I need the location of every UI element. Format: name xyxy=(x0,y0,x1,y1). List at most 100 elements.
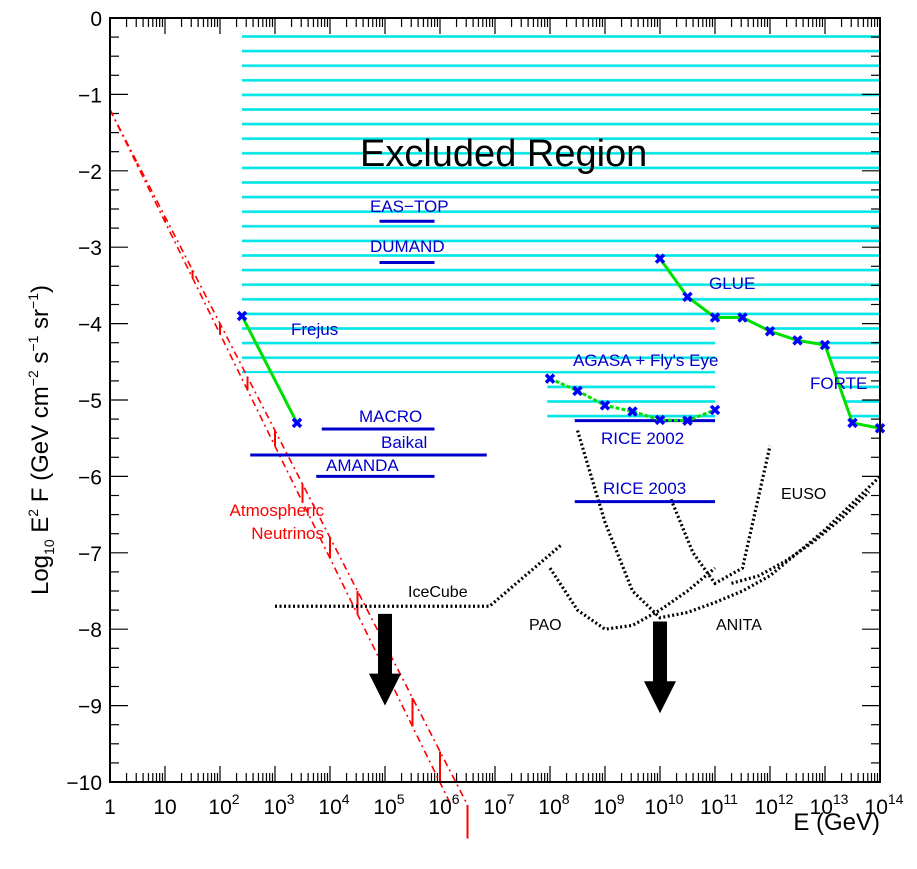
x-tick-base: 10 xyxy=(700,796,723,819)
y-tick-label: −9 xyxy=(78,696,102,719)
label-pao: PAO xyxy=(529,617,562,634)
x-tick-base: 10 xyxy=(755,796,778,819)
sensitivity-euso-steep xyxy=(669,445,772,586)
x-tick-base: 10 xyxy=(428,796,451,819)
x-tick-label: 102 xyxy=(208,791,239,819)
x-tick-label: 105 xyxy=(373,791,404,819)
label-agasa: AGASA + Fly's Eye xyxy=(573,351,718,370)
label-icecube: IceCube xyxy=(408,584,468,601)
y-tick-label: −5 xyxy=(78,390,102,413)
excluded-region xyxy=(242,29,880,429)
y-axis-label: Log10 E2 F (GeV cm−2 s−1 sr−1) xyxy=(25,285,57,595)
y-tick-label: −10 xyxy=(66,772,102,795)
series-point-agasa-fly-s-eye xyxy=(572,385,583,397)
x-tick-exponent: 3 xyxy=(287,791,295,807)
x-tick-label: 1010 xyxy=(645,791,684,819)
series-point-agasa-fly-s-eye xyxy=(544,373,556,384)
x-tick-label: 1 xyxy=(104,796,116,819)
sensitivity-pao xyxy=(548,566,717,631)
sensitivity-arrow xyxy=(369,613,401,706)
x-tick-exponent: 5 xyxy=(397,791,405,807)
x-tick-label: 1013 xyxy=(810,791,849,819)
x-tick-base: 10 xyxy=(373,796,396,819)
series-point-glue xyxy=(847,417,858,429)
series-point-agasa-fly-s-eye xyxy=(654,414,666,426)
x-tick-label: 108 xyxy=(538,791,569,819)
upper-limits xyxy=(250,219,715,504)
y-tick-label: 0 xyxy=(90,8,102,31)
x-tick-label: 1011 xyxy=(700,791,738,819)
x-tick-base: 10 xyxy=(318,796,341,819)
sensitivity-arrow xyxy=(644,621,676,714)
x-tick-exponent: 2 xyxy=(232,791,240,807)
sensitivity-arrows xyxy=(369,613,676,714)
series-point-agasa-fly-s-eye xyxy=(599,400,611,411)
series-point-glue xyxy=(654,253,666,264)
x-tick-label: 1012 xyxy=(755,791,794,819)
sensitivity-anita xyxy=(575,430,882,620)
x-tick-label: 103 xyxy=(263,791,294,819)
series-point-glue xyxy=(737,312,748,323)
x-tick-label: 109 xyxy=(593,791,624,819)
label-atmospheric-line1: Atmospheric xyxy=(230,501,325,520)
label-frejus: Frejus xyxy=(291,320,338,339)
x-tick-exponent: 8 xyxy=(562,791,570,807)
x-tick-label: 106 xyxy=(428,791,459,819)
x-tick-exponent: 9 xyxy=(617,791,625,807)
y-tick-label: −2 xyxy=(78,161,102,184)
x-tick-base: 1 xyxy=(104,796,116,819)
x-tick-exponent: 12 xyxy=(778,791,794,807)
x-tick-exponent: 14 xyxy=(888,791,904,807)
x-tick-labels: 1 10 102 103 104 105 106 107 108 109 1010 1011 1012 1… xyxy=(104,791,904,819)
excluded-region-main xyxy=(242,29,715,374)
label-atmospheric-line2: Neutrinos xyxy=(251,524,324,543)
x-tick-exponent: 11 xyxy=(723,791,738,807)
x-tick-exponent: 6 xyxy=(452,791,460,807)
series-point-frejus xyxy=(236,310,248,322)
atmospheric-band-upper xyxy=(109,109,469,806)
x-tick-base: 10 xyxy=(153,796,176,819)
series-point-agasa-fly-s-eye xyxy=(627,406,638,417)
plot-frame xyxy=(109,17,881,783)
series-point-glue xyxy=(819,339,831,351)
y-tick-label: −1 xyxy=(78,84,102,107)
future-sensitivities xyxy=(275,430,882,631)
minor-ticks xyxy=(109,17,881,783)
label-rice-2002: RICE 2002 xyxy=(601,429,684,448)
x-tick-label: 104 xyxy=(318,791,349,819)
series-point-glue xyxy=(682,291,693,303)
label-baikal: Baikal xyxy=(381,433,427,452)
label-euso: EUSO xyxy=(781,486,826,503)
y-tick-label: −7 xyxy=(78,543,102,566)
series-point-glue xyxy=(792,335,803,346)
label-dumand: DUMAND xyxy=(370,237,445,256)
label-glue: GLUE xyxy=(709,274,755,293)
x-tick-base: 10 xyxy=(208,796,231,819)
x-tick-exponent: 10 xyxy=(668,791,684,807)
y-tick-label: −8 xyxy=(78,619,102,642)
label-eas-top: EAS−TOP xyxy=(370,197,449,216)
series-point-agasa-fly-s-eye xyxy=(709,404,721,416)
y-tick-label: −4 xyxy=(78,314,102,337)
series-point-glue xyxy=(709,312,721,323)
y-tick-labels: 0 −1 −2 −3 −4 −5 −6 −7 −8 −9 −10 xyxy=(66,8,102,795)
x-tick-label: 1014 xyxy=(865,791,904,819)
x-tick-base: 10 xyxy=(593,796,616,819)
x-tick-label: 107 xyxy=(483,791,514,819)
y-tick-label: −6 xyxy=(78,466,102,489)
sensitivity-euso xyxy=(731,490,871,585)
x-tick-base: 10 xyxy=(263,796,286,819)
label-macro: MACRO xyxy=(359,407,422,426)
x-tick-base: 10 xyxy=(483,796,506,819)
label-rice-2003: RICE 2003 xyxy=(603,479,686,498)
x-tick-base: 10 xyxy=(538,796,561,819)
x-tick-exponent: 4 xyxy=(342,791,350,807)
label-amanda: AMANDA xyxy=(326,456,399,475)
excluded-region-label: Excluded Region xyxy=(360,133,647,175)
x-tick-label: 10 xyxy=(153,796,176,819)
x-tick-base: 10 xyxy=(865,796,888,819)
series-point-frejus xyxy=(291,417,303,429)
series-line-frejus xyxy=(240,315,299,424)
x-tick-exponent: 13 xyxy=(833,791,849,807)
